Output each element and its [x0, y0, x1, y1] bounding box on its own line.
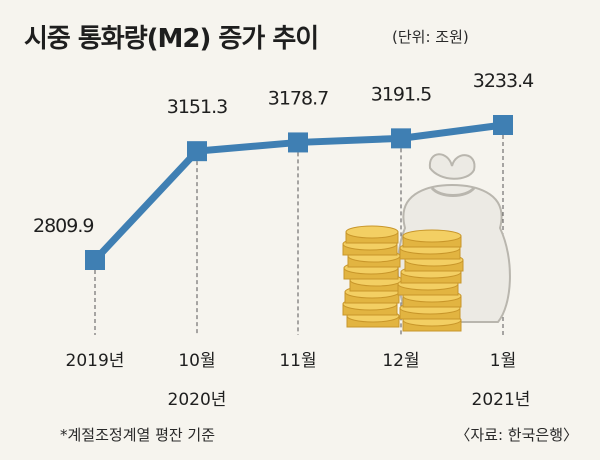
chart-title: 시중 통화량(M2) 증가 추이 — [24, 24, 319, 54]
data-marker — [493, 115, 513, 135]
data-labels: 2809.9 3151.3 3178.7 3191.5 3233.4 — [33, 70, 535, 237]
x-tick-label: 12월 — [382, 351, 419, 371]
x-tick-label: 1월 — [490, 351, 516, 371]
x-tick-label: 11월 — [279, 351, 316, 371]
x-tick-label: 10월 — [178, 351, 215, 371]
coin-stacks-icon — [342, 225, 464, 332]
x-tick-label: 2019년 — [66, 351, 125, 371]
data-marker — [391, 128, 411, 149]
x-axis-labels: 2019년 10월 2020년 11월 12월 1월 2021년 — [66, 351, 531, 410]
data-label: 2809.9 — [33, 215, 93, 237]
data-markers — [85, 115, 513, 270]
data-label: 3178.7 — [268, 87, 328, 109]
data-label: 3233.4 — [473, 70, 534, 92]
x-tick-sublabel: 2021년 — [472, 390, 531, 410]
unit-label: (단위: 조원) — [392, 28, 469, 46]
data-label: 3151.3 — [167, 96, 227, 118]
data-marker — [288, 132, 308, 153]
source-label: 〈자료: 한국은행〉 — [455, 426, 578, 444]
data-label: 3191.5 — [371, 83, 431, 105]
data-marker — [187, 141, 207, 162]
footnote: *계절조정계열 평잔 기준 — [60, 426, 216, 444]
x-tick-sublabel: 2020년 — [168, 390, 227, 410]
data-marker — [85, 250, 105, 270]
